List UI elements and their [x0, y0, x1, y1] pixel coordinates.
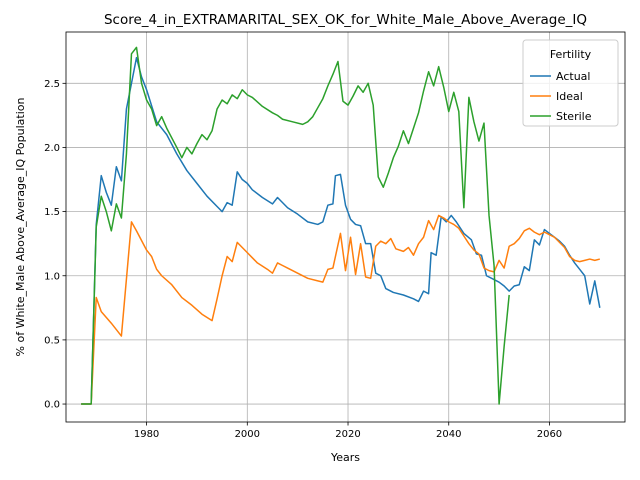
y-tick-label: 2.0	[44, 143, 60, 154]
x-axis-label: Years	[330, 451, 360, 464]
legend: Fertility Actual Ideal Sterile	[522, 39, 619, 127]
series-lines	[81, 46, 601, 405]
y-tick-label: 2.5	[44, 79, 60, 90]
y-tick-label: 0.5	[44, 335, 60, 346]
legend-label-sterile: Sterile	[556, 110, 592, 123]
y-tick-label: 0.0	[44, 400, 60, 411]
chart-title: Score_4_in_EXTRAMARITAL_SEX_OK_for_White…	[104, 12, 587, 28]
legend-entries: Actual Ideal Sterile	[530, 70, 592, 123]
legend-box	[522, 39, 619, 127]
axis-ticks: 1980 2000 2020 2040 2060 0.0 0.5 1.0 1.5 2.0 2.5	[44, 79, 562, 440]
x-tick-label: 1980	[134, 429, 159, 440]
x-tick-label: 2060	[537, 429, 562, 440]
x-tick-label: 2000	[235, 429, 260, 440]
series-line-sterile	[81, 46, 510, 405]
series-line-actual	[81, 56, 601, 405]
legend-title: Fertility	[550, 48, 592, 61]
legend-label-actual: Actual	[556, 70, 590, 83]
plot-frame	[65, 31, 626, 423]
x-tick-label: 2040	[436, 429, 461, 440]
x-tick-label: 2020	[335, 429, 360, 440]
y-tick-label: 1.0	[44, 271, 60, 282]
legend-label-ideal: Ideal	[556, 90, 583, 103]
y-axis-label: % of White_Male Above_Average_IQ Populat…	[14, 97, 27, 356]
series-line-ideal	[81, 214, 601, 405]
y-tick-label: 1.5	[44, 207, 60, 218]
